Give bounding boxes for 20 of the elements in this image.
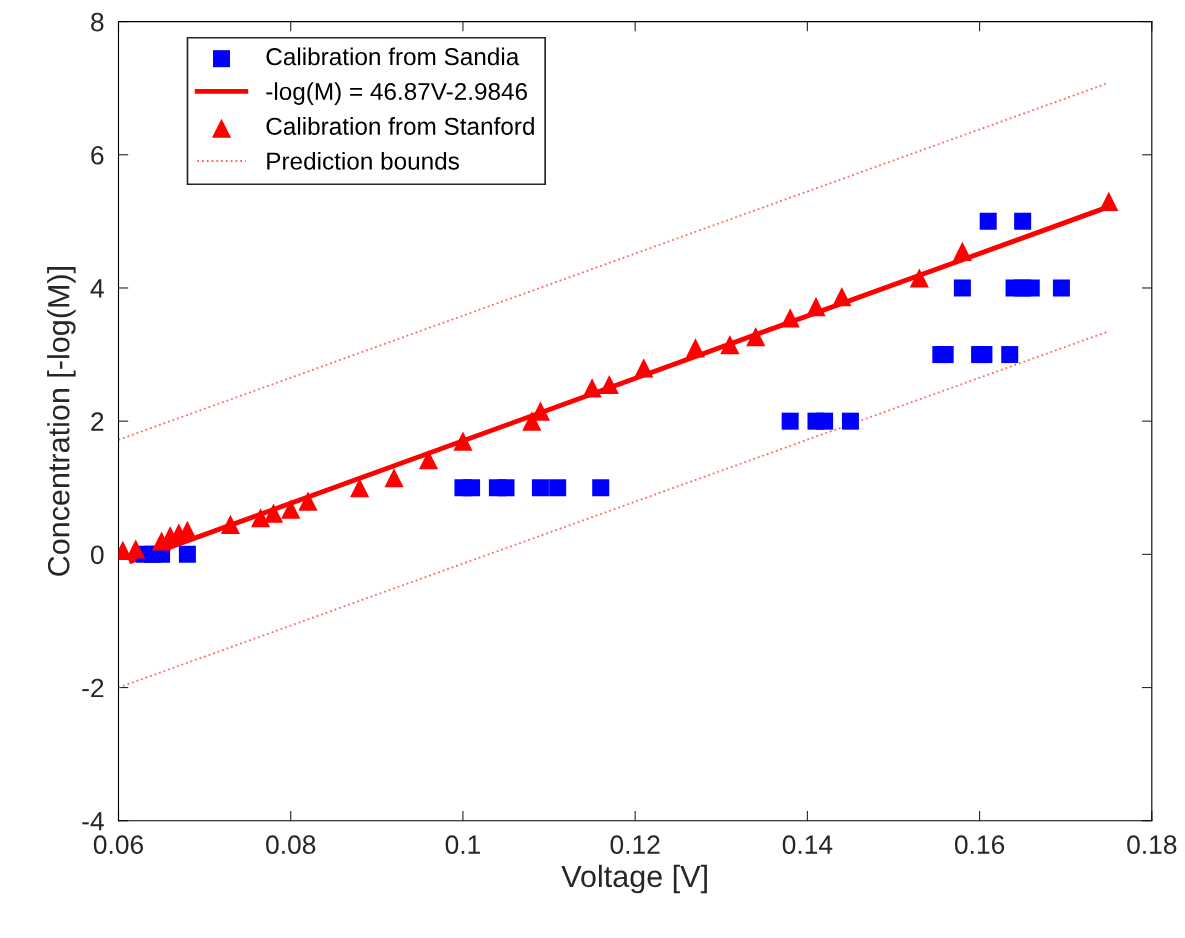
x-axis-title: Voltage [V] (561, 864, 707, 894)
x-tick-label: 0.14 (782, 835, 833, 855)
y-tick-label: -4 (82, 812, 104, 831)
legend-label: -log(M) = 46.87V-2.9846 (266, 82, 527, 105)
y-tick-label: 0 (90, 545, 104, 565)
legend-label: Calibration from Sandia (266, 47, 520, 66)
y-tick-label: 8 (91, 12, 104, 32)
y-tick-label: -2 (82, 678, 104, 698)
y-tick-label: 6 (91, 145, 104, 165)
legend-label: Prediction bounds (267, 151, 459, 170)
x-tick-label: 0.18 (1127, 835, 1177, 855)
y-axis-title: Concentration [-log(M)] (47, 267, 76, 576)
x-tick-label: 0.08 (266, 835, 316, 855)
x-tick-label: 0.06 (93, 835, 144, 855)
y-tick-label: 4 (90, 279, 104, 298)
x-tick-label: 0.16 (954, 835, 1005, 855)
x-tick-label: 0.12 (610, 835, 660, 855)
y-tick-label: 2 (91, 412, 104, 431)
legend-label: Calibration from Stanford (266, 117, 534, 135)
x-tick-label: 0.1 (445, 835, 480, 855)
